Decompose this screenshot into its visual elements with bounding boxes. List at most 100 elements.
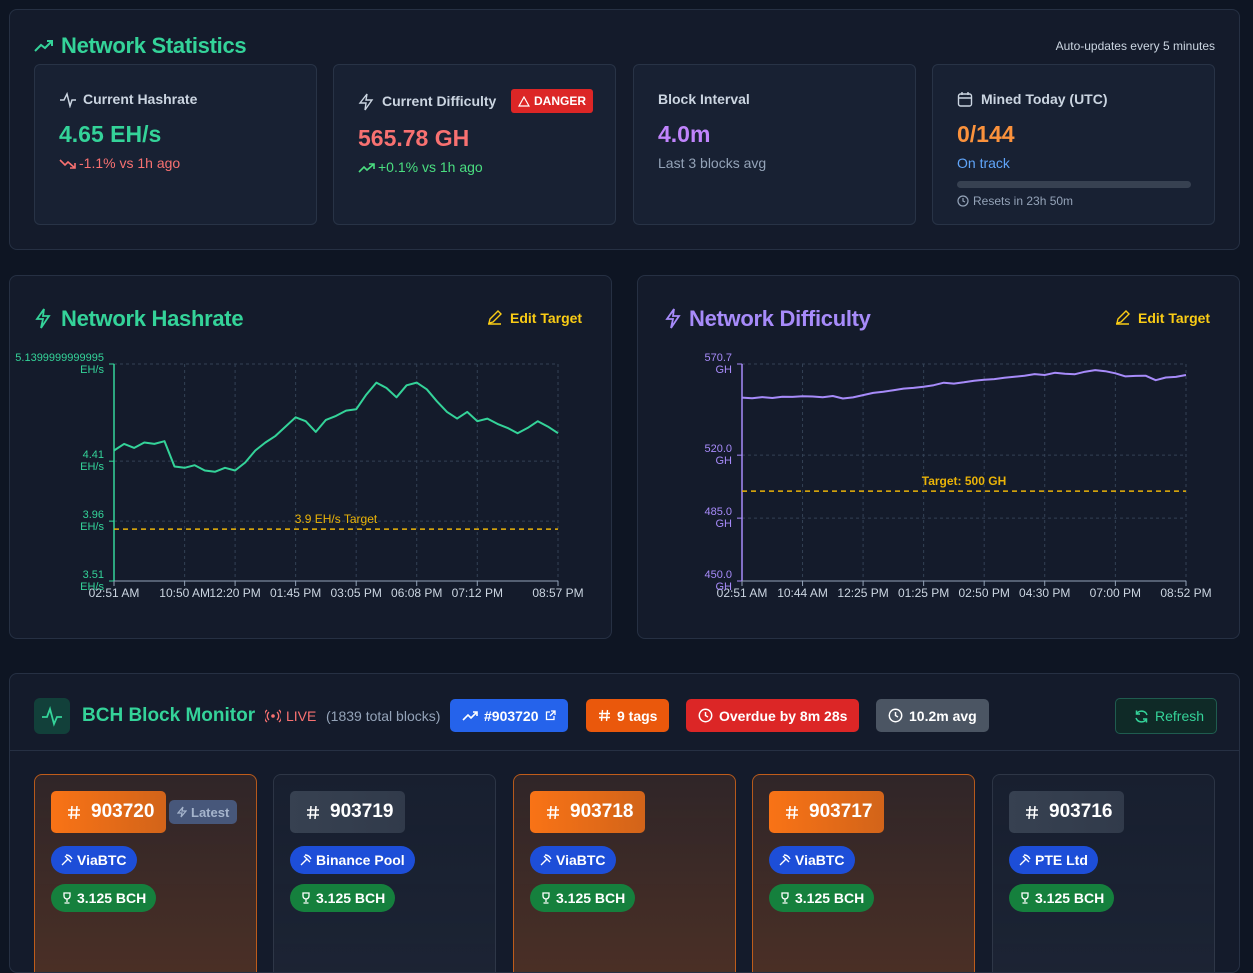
tags-text: 9 tags [617, 707, 658, 724]
x-tick-label: 04:30 PM [1019, 586, 1070, 600]
x-tick-label: 10:44 AM [777, 586, 828, 600]
pool-name: ViaBTC [77, 852, 127, 868]
icon [545, 710, 556, 721]
x-tick-label: 06:08 PM [391, 586, 442, 600]
x-tick-label: 02:50 PM [958, 586, 1009, 600]
icon [358, 163, 375, 173]
refresh-button[interactable]: Refresh [1115, 698, 1218, 734]
pool-name: ViaBTC [795, 852, 845, 868]
y-tick-label: 5.1399999999995 EH/s [15, 352, 104, 376]
block-card: 903720 Latest ViaBTC 3.125 BCH [34, 774, 257, 972]
icon [1026, 805, 1038, 819]
reward-tag: 3.125 BCH [290, 884, 396, 912]
x-tick-label: 02:51 AM [717, 586, 768, 600]
y-tick-label: 570.7 GH [704, 352, 732, 376]
latest-text: Latest [191, 804, 230, 820]
icon [957, 92, 973, 107]
x-tick-label: 08:57 PM [532, 586, 583, 600]
latest-text: #903720 [484, 707, 539, 724]
data-line [113, 381, 559, 473]
stat-card: Current Hashrate 4.65 EH/s -1.1% vs 1h a… [34, 64, 317, 225]
stat-label: Block Interval [658, 91, 750, 107]
latest-badge: Latest [169, 800, 238, 824]
pool-tag: ViaBTC [51, 846, 137, 874]
icon [1116, 310, 1130, 325]
icon [698, 708, 713, 723]
pool-tag: PTE Ltd [1009, 846, 1098, 874]
x-tick-label: 01:25 PM [898, 586, 949, 600]
update-note: Auto-updates every 5 minutes [1055, 39, 1215, 53]
edit-target-button[interactable]: Edit Target [1138, 310, 1211, 326]
icon [599, 709, 610, 722]
latest-block-link[interactable]: #903720 [450, 699, 568, 732]
tags-pill[interactable]: 9 tags [586, 699, 670, 732]
block-card: 903716 PTE Ltd 3.125 BCH [992, 774, 1215, 972]
hashrate-panel: 02:51 AM 10:50 AM 12:20 PM 01:45 PM 03:05 PM… [9, 275, 612, 639]
stat-card: Mined Today (UTC) 0/144 On track Resets … [932, 64, 1215, 225]
icon [542, 892, 550, 904]
monitor-title: BCH Block Monitor [82, 705, 256, 726]
x-tick-label: 03:05 PM [330, 586, 381, 600]
target-label: Target: 500 GH [922, 474, 1006, 488]
chart-title: Network Difficulty [689, 306, 871, 331]
overdue-pill: Overdue by 8m 28s [686, 699, 860, 732]
y-tick-label: 485.0 GH [704, 506, 732, 531]
stat-change: +0.1% vs 1h ago [378, 159, 483, 175]
stat-label: Current Hashrate [83, 91, 198, 107]
overdue-text: Overdue by 8m 28s [719, 707, 848, 724]
y-tick-label: 3.51 EH/s [80, 569, 104, 593]
stat-value: 0/144 [957, 121, 1015, 147]
stat-sub: Last 3 blocks avg [658, 155, 767, 171]
icon [63, 892, 71, 904]
divider [10, 750, 1239, 751]
icon [488, 310, 502, 325]
stat-value: 4.65 EH/s [59, 121, 162, 147]
reward: 3.125 BCH [1035, 890, 1105, 906]
monitor-icon [34, 698, 70, 734]
block-card: 903717 ViaBTC 3.125 BCH [752, 774, 975, 972]
icon [61, 854, 73, 866]
edit-target-button[interactable]: Edit Target [510, 310, 583, 326]
total-blocks: (1839 total blocks) [326, 708, 441, 724]
chart-title: Network Hashrate [61, 306, 244, 331]
reward: 3.125 BCH [556, 890, 626, 906]
x-tick-label: 12:20 PM [209, 586, 260, 600]
page: Network Statistics Auto-updates every 5 … [9, 9, 1240, 973]
chart: 02:51 AM 10:44 AM 12:25 PM 01:25 PM 02:50 PM… [665, 308, 1212, 600]
difficulty-panel: 02:51 AM 10:44 AM 12:25 PM 01:25 PM 02:50 PM… [637, 275, 1240, 639]
reward-tag: 3.125 BCH [51, 884, 157, 912]
icon [547, 805, 559, 819]
badge-text: DANGER [534, 94, 587, 108]
icon [665, 308, 681, 329]
reset-text: Resets in 23h 50m [973, 194, 1074, 208]
refresh-text: Refresh [1155, 708, 1205, 724]
stats-title: Network Statistics [61, 33, 247, 58]
block-height-badge: 903720 [51, 791, 167, 833]
pool-name: ViaBTC [556, 852, 606, 868]
stat-card: Current Difficulty DANGER 565.78 GH +0.1… [333, 64, 616, 225]
icon [1019, 854, 1031, 866]
reward-tag: 3.125 BCH [769, 884, 875, 912]
y-tick-label: 450.0 GH [704, 569, 732, 593]
avg-pill: 10.2m avg [876, 699, 989, 732]
block-height: 903717 [809, 801, 873, 822]
monitor-panel: BCH Block Monitor LIVE (1839 total block… [9, 673, 1240, 973]
icon [957, 195, 969, 207]
pool-tag: ViaBTC [769, 846, 855, 874]
x-tick-label: 10:50 AM [159, 586, 210, 600]
stat-value: 565.78 GH [358, 125, 470, 151]
block-height: 903719 [330, 801, 394, 822]
x-tick-label: 02:51 AM [89, 586, 140, 600]
icon [300, 854, 312, 866]
block-card: 903718 ViaBTC 3.125 BCH [513, 774, 736, 972]
target-label: 3.9 EH/s Target [295, 512, 378, 526]
icon [518, 95, 530, 107]
stat-card: Block Interval 4.0m Last 3 blocks avg [633, 64, 916, 225]
stat-label: Mined Today (UTC) [981, 91, 1108, 107]
icon [1135, 709, 1148, 723]
stat-value: 4.0m [658, 121, 711, 147]
x-tick-label: 01:45 PM [270, 586, 321, 600]
icon [786, 805, 798, 819]
icon [42, 706, 62, 727]
x-tick-label: 07:00 PM [1090, 586, 1141, 600]
